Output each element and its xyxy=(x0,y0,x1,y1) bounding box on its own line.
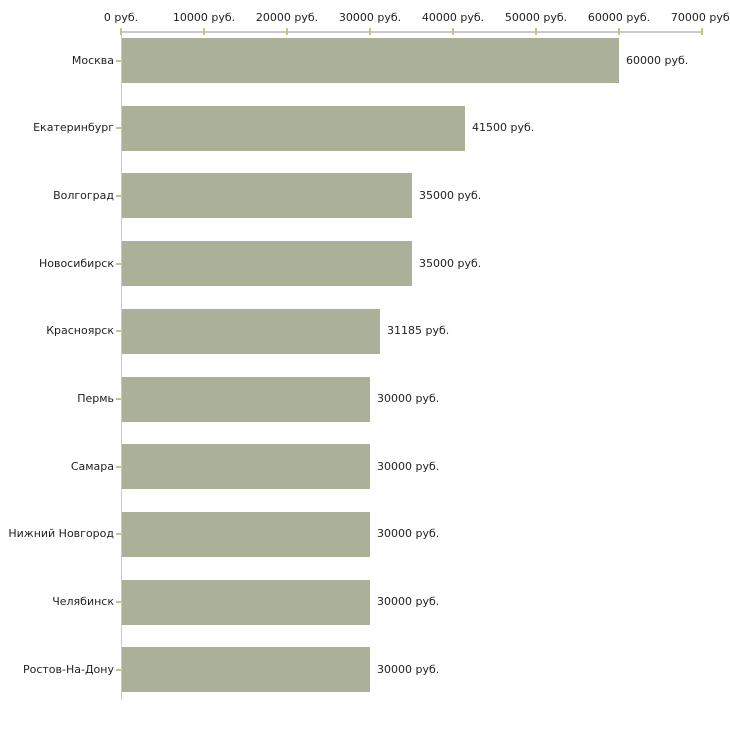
x-axis-tick xyxy=(701,28,703,35)
category-label: Самара xyxy=(70,460,114,473)
category-label: Красноярск xyxy=(46,324,114,337)
value-label: 30000 руб. xyxy=(377,595,440,608)
y-axis-category-tick xyxy=(116,60,121,62)
value-label: 30000 руб. xyxy=(377,527,440,540)
y-axis-category-tick xyxy=(116,466,121,468)
y-axis-category-tick xyxy=(116,127,121,129)
category-label: Нижний Новгород xyxy=(8,527,114,540)
y-axis-category-tick xyxy=(116,398,121,400)
bar xyxy=(122,377,370,422)
value-label: 35000 руб. xyxy=(419,257,482,270)
x-axis-tick xyxy=(535,28,537,35)
category-label: Ростов-На-Дону xyxy=(22,663,114,676)
value-label: 35000 руб. xyxy=(419,189,482,202)
y-axis-line xyxy=(121,31,122,700)
x-axis-tick-label: 30000 руб. xyxy=(338,11,402,24)
bar xyxy=(122,512,370,557)
bar xyxy=(122,38,619,83)
y-axis-category-tick xyxy=(116,330,121,332)
bar xyxy=(122,173,412,218)
value-label: 41500 руб. xyxy=(472,121,535,134)
bar xyxy=(122,580,370,625)
value-label: 30000 руб. xyxy=(377,460,440,473)
x-axis-tick xyxy=(203,28,205,35)
x-axis-tick-label: 50000 руб. xyxy=(504,11,568,24)
y-axis-category-tick xyxy=(116,533,121,535)
x-axis-tick-label: 0 руб. xyxy=(103,11,139,24)
category-label: Волгоград xyxy=(53,189,114,202)
category-label: Новосибирск xyxy=(38,257,114,270)
x-axis-tick xyxy=(618,28,620,35)
value-label: 60000 руб. xyxy=(626,54,689,67)
bar xyxy=(122,647,370,692)
x-axis-tick xyxy=(369,28,371,35)
x-axis-tick-label: 60000 руб. xyxy=(587,11,651,24)
category-label: Челябинск xyxy=(52,595,114,608)
category-label: Москва xyxy=(71,54,114,67)
bar xyxy=(122,241,412,286)
x-axis-tick-label: 40000 руб. xyxy=(421,11,485,24)
value-label: 30000 руб. xyxy=(377,392,440,405)
y-axis-category-tick xyxy=(116,669,121,671)
bar xyxy=(122,444,370,489)
x-axis-line xyxy=(121,31,703,33)
y-axis-category-tick xyxy=(116,263,121,265)
x-axis-tick xyxy=(286,28,288,35)
bar xyxy=(122,309,380,354)
x-axis-tick xyxy=(120,28,122,35)
y-axis-category-tick xyxy=(116,195,121,197)
value-label: 30000 руб. xyxy=(377,663,440,676)
x-axis-tick-label: 10000 руб. xyxy=(172,11,236,24)
x-axis-tick-label: 70000 руб. xyxy=(670,11,730,24)
x-axis-tick xyxy=(452,28,454,35)
x-axis-tick-label: 20000 руб. xyxy=(255,11,319,24)
y-axis-category-tick xyxy=(116,601,121,603)
value-label: 31185 руб. xyxy=(387,324,450,337)
category-label: Пермь xyxy=(77,392,114,405)
category-label: Екатеринбург xyxy=(33,121,114,134)
bar xyxy=(122,106,465,151)
